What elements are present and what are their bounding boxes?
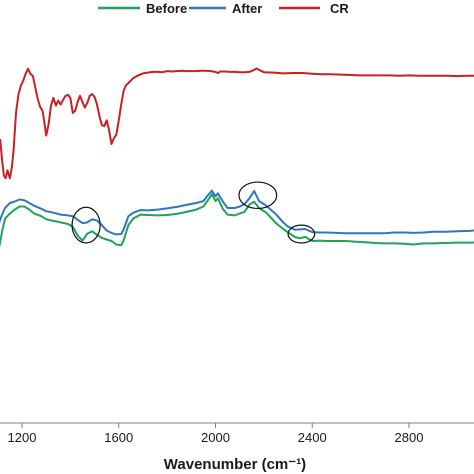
- legend-label-before: Before: [146, 1, 187, 16]
- x-tick-label: 1200: [8, 430, 37, 445]
- x-tick-label: 2400: [298, 430, 327, 445]
- legend: Before After CR: [98, 1, 349, 16]
- legend-label-after: After: [232, 1, 262, 16]
- x-tick-label: 1600: [104, 430, 133, 445]
- x-axis-title: Wavenumber (cm⁻¹): [164, 456, 306, 473]
- annotation-ellipse: [238, 181, 278, 210]
- x-tick-label: 2000: [201, 430, 230, 445]
- series-line-before: [0, 193, 474, 248]
- series-line-after: [0, 189, 474, 236]
- annotation-ellipse: [71, 206, 101, 244]
- plot-area: [0, 67, 474, 248]
- x-axis: 120016002000240028003200: [0, 422, 474, 445]
- series-line-cr: [0, 67, 474, 180]
- x-tick-label: 2800: [395, 430, 424, 445]
- annotation-ellipse: [287, 224, 316, 244]
- legend-label-cr: CR: [330, 1, 349, 16]
